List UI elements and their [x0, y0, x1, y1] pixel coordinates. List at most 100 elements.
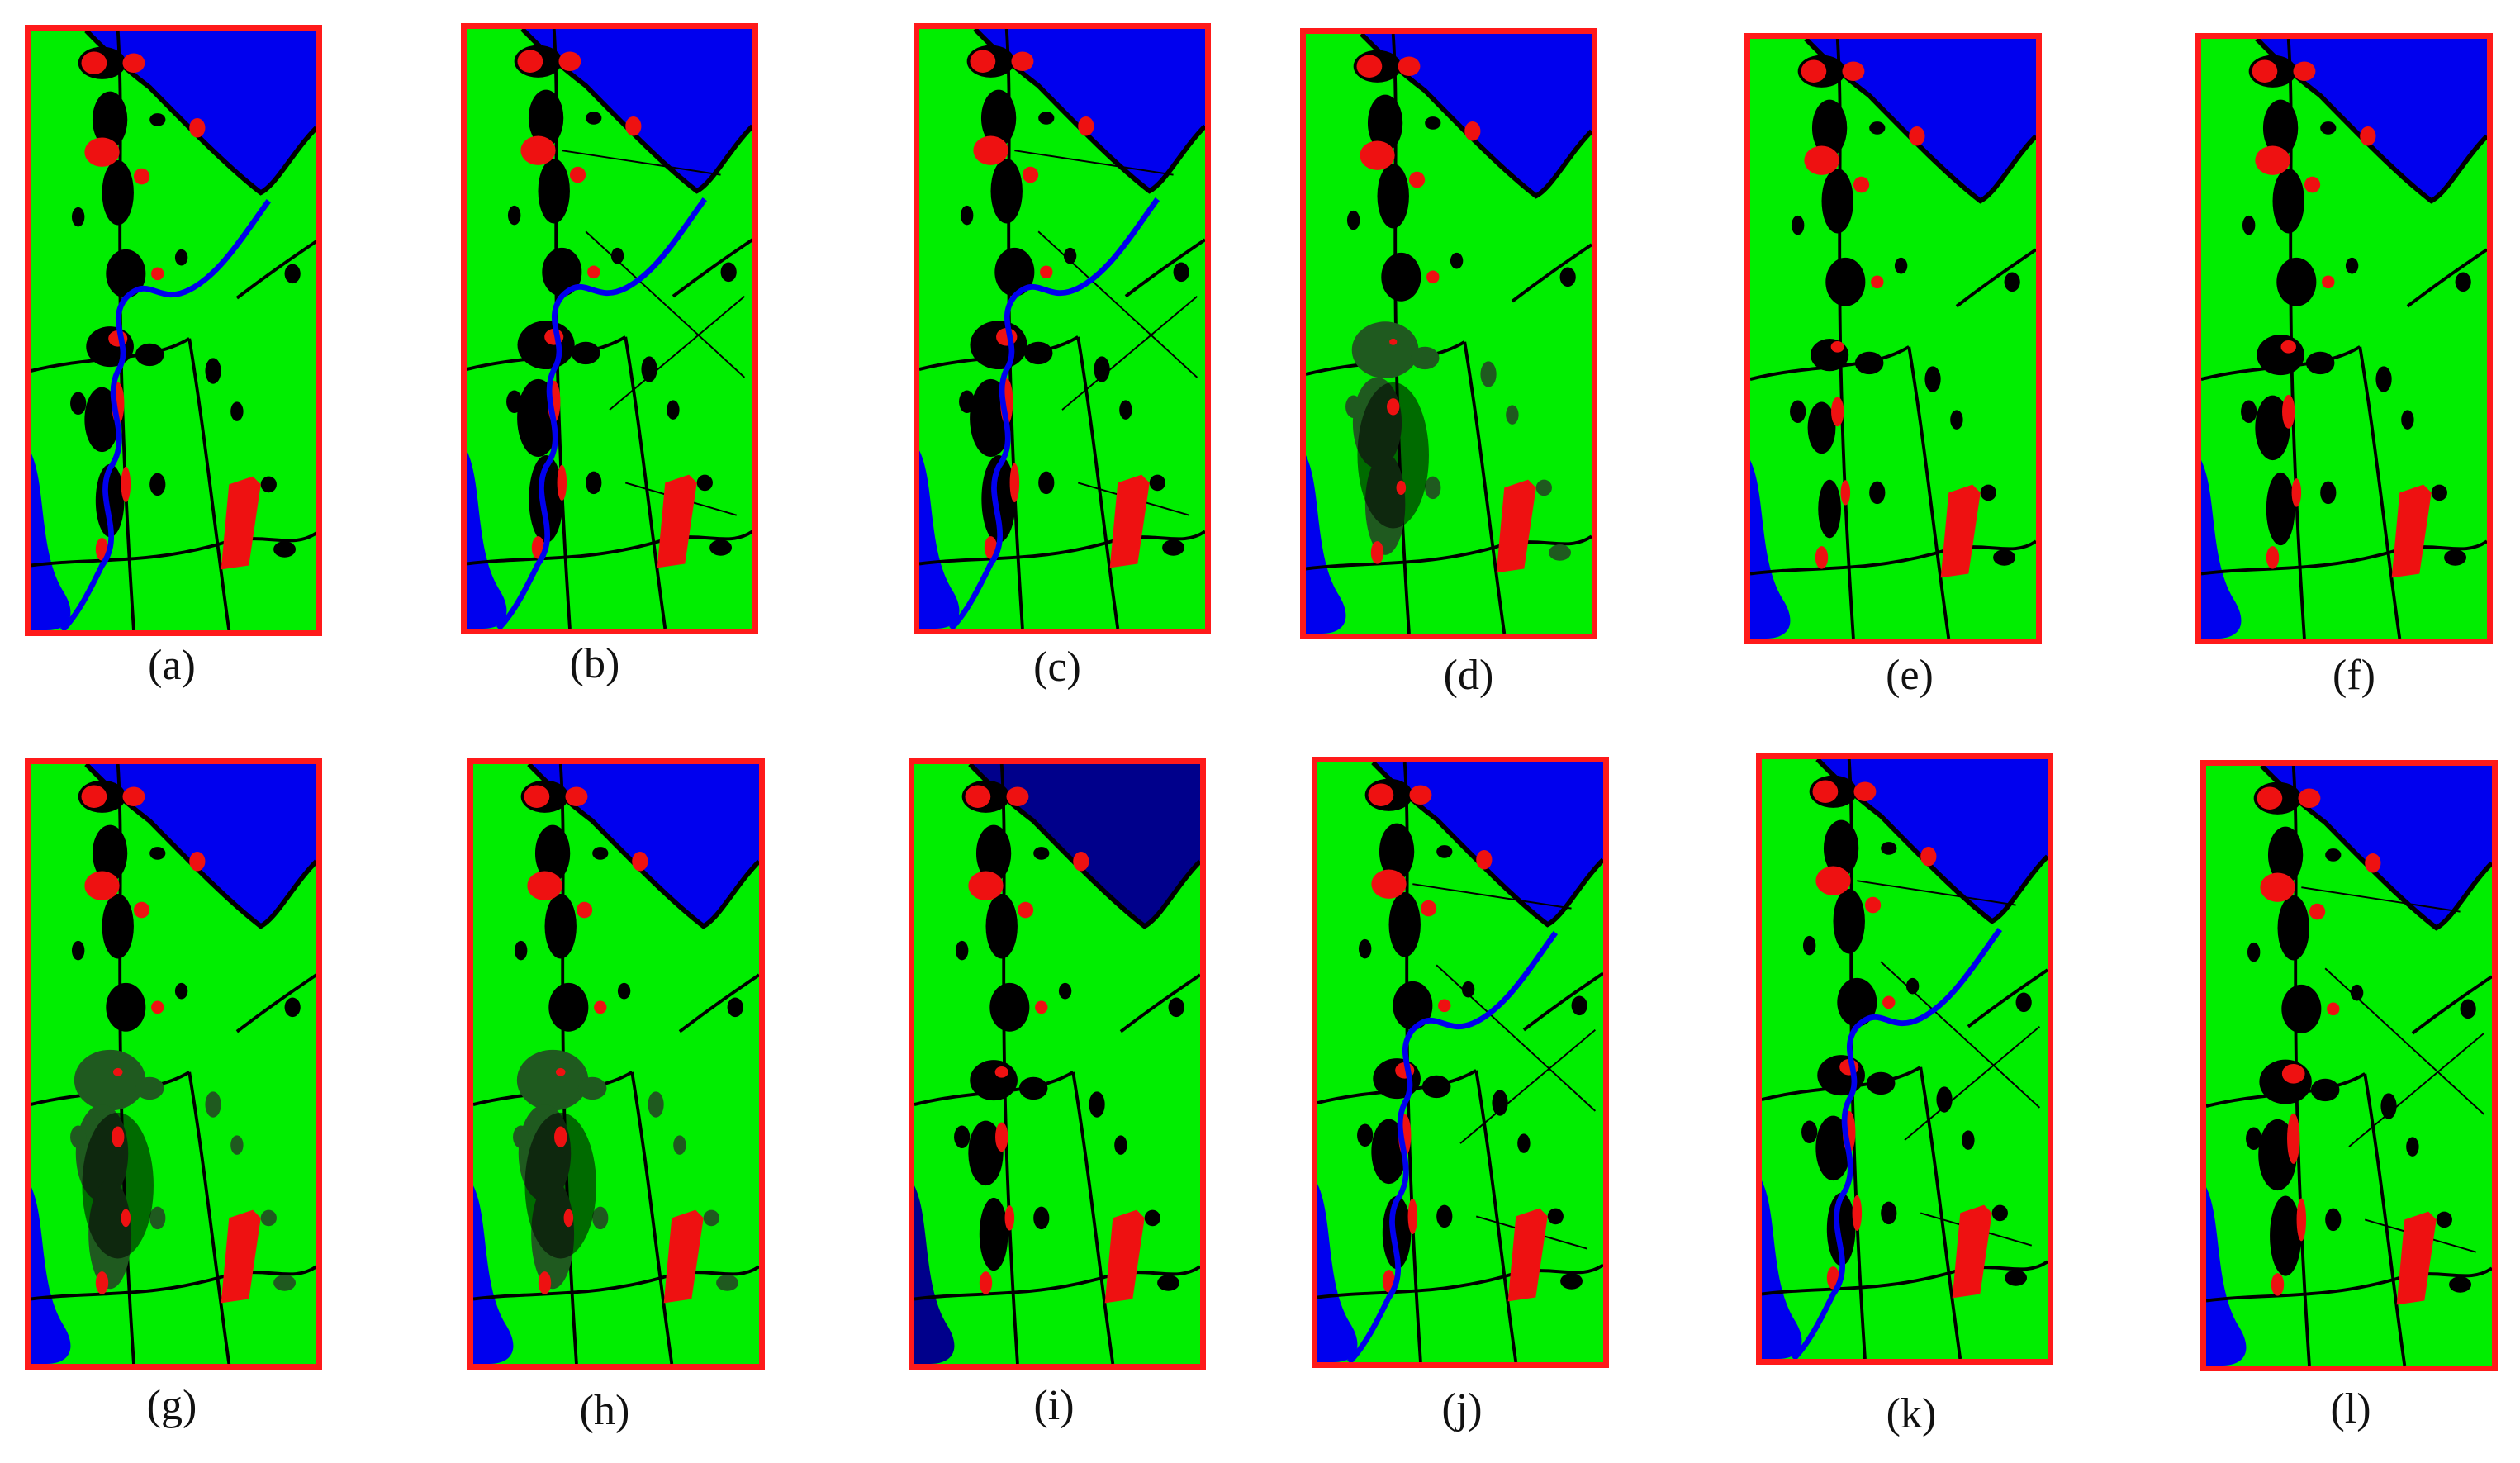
panel-k — [1756, 753, 2053, 1365]
unclassified-region — [260, 476, 277, 493]
unclassified-region — [1560, 1273, 1583, 1290]
unclassified-region — [2246, 1127, 2262, 1151]
unclassified-region — [2436, 1211, 2452, 1228]
map-frame — [25, 758, 322, 1370]
unclassified-region — [1382, 1195, 1412, 1270]
classification-map — [1750, 39, 2036, 639]
urban-region — [554, 1126, 567, 1148]
unclassified-region — [2262, 99, 2299, 157]
unclassified-region — [2266, 472, 2295, 546]
urban-region — [1476, 849, 1493, 870]
urban-region — [1040, 265, 1053, 279]
unclassified-region — [2401, 410, 2414, 430]
grid-line — [562, 150, 721, 176]
unclassified-region — [1345, 395, 1362, 419]
urban-region — [2298, 788, 2321, 809]
unclassified-region — [174, 249, 188, 266]
unclassified-region — [1549, 544, 1572, 561]
urban-region — [151, 1000, 164, 1014]
urban-region — [2291, 478, 2302, 507]
unclassified-region — [513, 1125, 529, 1149]
unclassified-region — [1866, 1071, 1896, 1095]
unclassified-region — [970, 321, 1027, 370]
classification-map — [473, 764, 759, 1364]
field-boundary — [187, 338, 231, 630]
unclassified-region — [1535, 479, 1552, 496]
map-frame — [1300, 28, 1597, 639]
unclassified-region — [1371, 1119, 1407, 1185]
urban-region — [1360, 140, 1395, 170]
unclassified-region — [529, 455, 563, 544]
urban-region — [2360, 126, 2376, 146]
urban-region — [1852, 1195, 1863, 1231]
unclassified-region — [1823, 819, 1859, 877]
unclassified-region — [970, 1060, 1018, 1101]
urban-region — [1420, 900, 1437, 917]
urban-region — [2296, 1198, 2307, 1242]
unclassified-region — [1388, 891, 1421, 957]
urban-region — [973, 135, 1008, 165]
urban-region — [1368, 783, 1394, 806]
urban-region — [2282, 394, 2295, 429]
urban-region — [1909, 126, 1925, 146]
unclassified-region — [506, 390, 523, 414]
field-boundary — [624, 336, 667, 629]
unclassified-region — [1346, 210, 1360, 230]
urban-region — [1815, 866, 1851, 895]
urban-region — [557, 464, 567, 501]
field-boundary — [2411, 975, 2492, 1035]
panel-c — [914, 23, 1211, 634]
unclassified-region — [2320, 481, 2337, 505]
field-boundary — [1750, 539, 2036, 576]
panel-label: (c) — [1033, 644, 1081, 691]
urban-region — [2391, 484, 2432, 578]
unclassified-region — [1905, 977, 1920, 995]
unclassified-region — [1173, 262, 1189, 283]
unclassified-region — [149, 847, 166, 860]
unclassified-region — [1461, 981, 1475, 998]
urban-region — [2365, 853, 2381, 873]
unclassified-region — [2267, 826, 2304, 884]
unclassified-region — [667, 400, 680, 420]
unclassified-region — [1018, 1076, 1048, 1100]
river — [949, 197, 1160, 629]
unclassified-region — [2310, 1078, 2340, 1102]
sea-area — [86, 764, 316, 927]
urban-region — [2257, 786, 2283, 810]
unclassified-region — [284, 997, 301, 1018]
unclassified-region — [1547, 1208, 1564, 1225]
urban-region — [1853, 781, 1877, 802]
unclassified-region — [2460, 999, 2476, 1019]
unclassified-region — [1144, 1209, 1160, 1227]
unclassified-region — [1559, 267, 1576, 287]
urban-region — [1109, 474, 1150, 568]
urban-region — [563, 1209, 574, 1228]
unclassified-region — [95, 463, 125, 538]
unclassified-region — [696, 474, 713, 492]
panel-e — [1744, 33, 2042, 644]
field-boundary — [1919, 1066, 1962, 1359]
water-area-left — [1317, 1184, 1358, 1362]
unclassified-region — [135, 343, 164, 367]
unclassified-region — [1571, 995, 1587, 1016]
unclassified-region — [1991, 1204, 2008, 1222]
urban-region — [1006, 786, 1029, 807]
unclassified-region — [2276, 257, 2317, 306]
urban-region — [95, 1271, 109, 1294]
unclassified-region — [517, 321, 575, 370]
unclassified-region — [2305, 351, 2335, 375]
classification-map — [467, 29, 752, 629]
urban-region — [1396, 480, 1407, 496]
urban-region — [1840, 480, 1851, 506]
urban-region — [632, 851, 648, 872]
urban-region — [2255, 145, 2290, 175]
unclassified-region — [82, 1112, 154, 1259]
field-boundary — [1076, 336, 1120, 629]
urban-region — [189, 851, 206, 872]
unclassified-region — [542, 247, 582, 297]
urban-region — [1407, 1198, 1418, 1234]
field-boundary — [1317, 1263, 1603, 1299]
unclassified-region — [544, 893, 577, 959]
unclassified-region — [2320, 121, 2337, 135]
unclassified-region — [1450, 252, 1464, 269]
